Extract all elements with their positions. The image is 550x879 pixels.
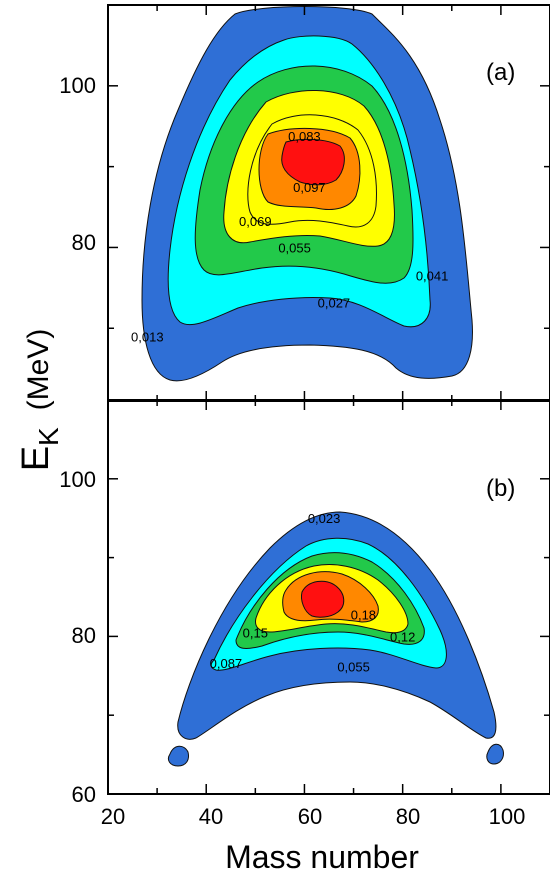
panel-b-contour-labels: 0,023 0,18 0,15 0,12 0,087 0,055: [210, 511, 416, 674]
panel-b-y-tick-80: 80: [72, 623, 96, 648]
panel-a-contour-label-0: 0,083: [288, 129, 321, 144]
panel-b-y-tick-100: 100: [59, 467, 96, 492]
panel-a-contour-label-1: 0,097: [293, 180, 326, 195]
panel-b-contour-level-1b: [167, 745, 189, 767]
panel-b: 0,023 0,18 0,15 0,12 0,087 0,055 (b) 60 80 10…: [59, 399, 550, 807]
panel-b-contour-label-4: 0,087: [210, 656, 243, 671]
x-tick-label-80: 80: [396, 804, 420, 829]
panel-b-contour-label-3: 0,12: [390, 629, 415, 644]
x-tick-label-60: 60: [298, 804, 322, 829]
panel-a-ticks: [107, 4, 550, 401]
panel-b-contour-label-2: 0,15: [243, 626, 268, 641]
panel-b-ticks: [107, 399, 550, 795]
panel-b-contours: [167, 511, 504, 767]
panel-b-frame: [107, 399, 550, 795]
panel-b-contour-label-1: 0,18: [351, 607, 376, 622]
panel-b-contour-label-5: 0,055: [337, 659, 370, 674]
panel-b-label: (b): [486, 475, 515, 502]
x-tick-label-100: 100: [489, 804, 526, 829]
panel-b-contour-level-1c: [486, 743, 504, 765]
x-tick-label-20: 20: [101, 804, 125, 829]
x-tick-labels: 20 40 60 80 100: [101, 804, 526, 829]
svg-text:EK (MeV): EK (MeV): [15, 329, 64, 472]
panel-a-contour-label-4: 0,041: [416, 269, 449, 284]
panel-a-contours: [141, 6, 473, 382]
panel-a-contour-labels: 0,083 0,097 0,069 0,055 0,041 0,027 0,013: [131, 129, 448, 344]
panel-a-contour-label-5: 0,027: [318, 295, 351, 310]
panel-a-y-tick-80: 80: [72, 230, 96, 255]
panel-a-label: (a): [486, 59, 515, 86]
panel-b-contour-label-0: 0,023: [308, 511, 341, 526]
x-axis-title: Mass number: [225, 839, 419, 875]
panel-b-contour-level-6: [301, 580, 345, 618]
panel-a-contour-label-3: 0,055: [278, 240, 311, 255]
y-axis-title-sub: K: [33, 427, 64, 446]
panel-a-contour-label-2: 0,069: [239, 214, 272, 229]
panel-a-y-tick-100: 100: [59, 73, 96, 98]
panel-b-y-tick-60: 60: [72, 782, 96, 807]
panel-a-contour-label-6: 0,013: [131, 329, 164, 344]
x-tick-label-40: 40: [199, 804, 223, 829]
panel-a-contour-level-7: [281, 138, 345, 186]
y-axis-title-unit: (MeV): [22, 329, 55, 411]
y-axis-title-main: E: [15, 446, 57, 471]
y-axis-title: EK (MeV): [15, 329, 64, 472]
